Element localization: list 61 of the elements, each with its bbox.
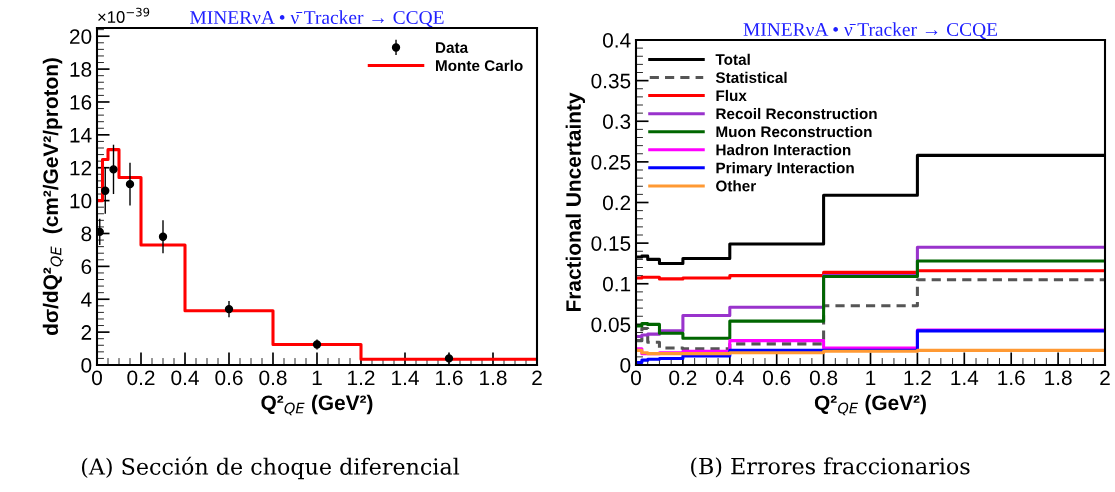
y-tick-label: 4 xyxy=(81,292,92,307)
y-tick-label: 6 xyxy=(81,259,92,275)
x-tick-label: 0 xyxy=(92,370,102,386)
x-tick-label: 0.8 xyxy=(259,370,287,386)
legend-label: Primary Interaction xyxy=(716,162,854,177)
x-tick-label: 1 xyxy=(312,370,322,385)
text: (B) Errores fraccionarios xyxy=(691,457,970,478)
x-tick-label: 0.8 xyxy=(809,370,838,386)
y-tick-label: 0.25 xyxy=(591,154,631,170)
legend-label: Data xyxy=(436,42,469,53)
chart-title: MINERνA • ν̄ Tracker → CCQE xyxy=(743,22,998,40)
legend-label: Hadron Interaction xyxy=(716,144,851,156)
y-tick-label: 0.05 xyxy=(591,317,631,333)
y-tick-label: 0 xyxy=(620,358,631,373)
legend-label: Recoil Reconstruction xyxy=(716,107,877,120)
x-tick-label: 1.8 xyxy=(1045,370,1072,386)
x-tick-label: 2 xyxy=(532,370,542,385)
y-tick-label: 20 xyxy=(70,29,92,44)
x-tick-label: 1.2 xyxy=(348,370,375,385)
y-tick-label: 2 xyxy=(81,325,92,340)
x-tick-label: 1.6 xyxy=(998,370,1025,386)
x-axis-title: Q²$_{QE}$ (GeV²) xyxy=(814,394,926,416)
x-tick-label: 2 xyxy=(1100,370,1110,385)
y-tick-label: 16 xyxy=(70,94,92,110)
legend-label: Total xyxy=(715,53,750,65)
x-tick-label: 1.2 xyxy=(904,370,931,385)
x-tick-label: 1.4 xyxy=(951,370,979,385)
y-tick-label: 10 xyxy=(70,193,92,209)
legend-label: Muon Reconstruction xyxy=(716,125,872,138)
y-tick-label: 0 xyxy=(81,358,92,373)
x-tick-label: 0.2 xyxy=(127,370,155,386)
text: ×10$^{−39}$ xyxy=(98,7,150,23)
y-tick-label: 0.15 xyxy=(591,236,631,251)
y-tick-label: 0.1 xyxy=(602,276,631,292)
y-tick-label: 0.4 xyxy=(602,33,631,48)
y-tick-label: 0.3 xyxy=(602,114,631,129)
y-tick-label: 18 xyxy=(70,62,92,77)
x-tick-label: 0.6 xyxy=(763,370,791,386)
x-tick-label: 1.6 xyxy=(436,370,463,386)
x-axis-title: Q²$_{QE}$ (GeV²) xyxy=(261,394,373,416)
legend-label: Other xyxy=(716,180,756,192)
x-tick-label: 1.4 xyxy=(392,370,419,385)
text: (A) Sección de choque diferencial xyxy=(81,456,460,480)
y-axis-title: dσ/dQ²$_{QE}$ (cm²/GeV²/proton) xyxy=(42,58,64,336)
legend-label: Monte Carlo xyxy=(436,59,523,72)
x-tick-label: 0.4 xyxy=(716,370,744,386)
chart-title: MINERνA • ν̄ Tracker → CCQE xyxy=(190,10,444,28)
x-tick-label: 1.8 xyxy=(480,370,507,386)
x-tick-label: 0.4 xyxy=(171,370,199,386)
legend-label: Statistical xyxy=(715,71,787,84)
x-tick-label: 0.6 xyxy=(215,370,243,386)
y-tick-label: 8 xyxy=(81,226,92,242)
x-tick-label: 1 xyxy=(866,370,876,385)
y-tick-label: 0.35 xyxy=(591,73,631,89)
x-tick-label: 0.2 xyxy=(669,370,697,386)
x-tick-label: 0 xyxy=(631,370,641,386)
y-tick-label: 0.2 xyxy=(602,195,631,211)
legend-label: Flux xyxy=(716,89,747,102)
y-axis-title: Fractional Uncertainty xyxy=(565,92,586,312)
y-tick-label: 12 xyxy=(70,160,92,176)
y-tick-label: 14 xyxy=(70,128,92,143)
